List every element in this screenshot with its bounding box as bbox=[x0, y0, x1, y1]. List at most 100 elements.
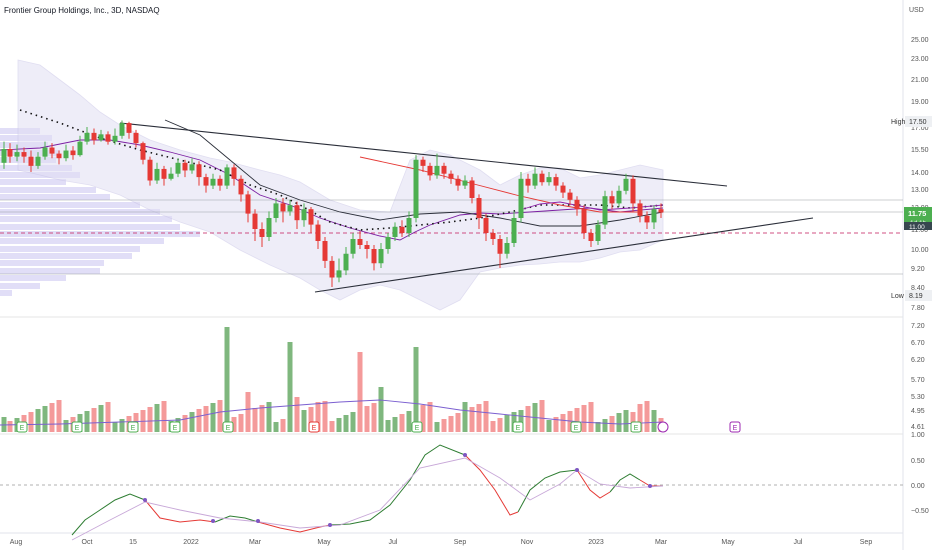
time-tick-label: Jul bbox=[389, 539, 398, 546]
volume-profile-bar bbox=[0, 238, 164, 244]
volume-bar-up bbox=[112, 422, 118, 432]
sma-line bbox=[164, 119, 664, 227]
candle-down bbox=[364, 245, 370, 249]
volume-profile-bar bbox=[0, 194, 110, 200]
candle-up bbox=[462, 180, 468, 186]
candle-down bbox=[252, 213, 258, 229]
lower-trendline bbox=[314, 217, 814, 293]
candle-down bbox=[49, 147, 55, 154]
time-tick-label: 2023 bbox=[588, 539, 604, 546]
earnings-marker-label: E bbox=[226, 425, 231, 432]
time-tick-label: Sep bbox=[860, 539, 873, 546]
volume-bar-down bbox=[497, 418, 503, 432]
earnings-marker-label: E bbox=[173, 425, 178, 432]
high-label: High bbox=[891, 119, 906, 126]
volume-bar-up bbox=[336, 418, 342, 432]
volume-bar-down bbox=[161, 401, 167, 432]
ema-line bbox=[0, 139, 664, 241]
volume-profile-bar bbox=[0, 268, 100, 274]
candle-up bbox=[35, 156, 41, 166]
candle-down bbox=[609, 196, 615, 204]
candle-down bbox=[147, 159, 153, 181]
volume-bar-down bbox=[574, 408, 580, 432]
volume-bar-down bbox=[147, 407, 153, 432]
volume-bar-down bbox=[455, 413, 461, 432]
volume-bar-down bbox=[329, 421, 335, 432]
volume-bar-down bbox=[294, 397, 300, 432]
time-tick-label: Oct bbox=[82, 539, 93, 546]
candle-up bbox=[518, 178, 524, 218]
high-value: 17.50 bbox=[909, 119, 927, 126]
candle-down bbox=[56, 153, 62, 159]
candle-down bbox=[105, 134, 111, 142]
volume-bar-up bbox=[287, 342, 293, 432]
osc-tick-label: 1.00 bbox=[911, 432, 925, 439]
candle-down bbox=[630, 178, 636, 204]
osc-cross-dot bbox=[211, 519, 215, 523]
osc-cross-dot bbox=[463, 453, 467, 457]
volume-tick-label: 5.70 bbox=[911, 377, 925, 384]
candle-up bbox=[406, 218, 412, 233]
volume-bar-up bbox=[63, 420, 69, 432]
hidden-price-badge bbox=[904, 222, 932, 230]
candle-up bbox=[616, 190, 622, 204]
candle-down bbox=[294, 205, 300, 221]
volume-tick-label: 4.61 bbox=[911, 424, 925, 431]
osc-line-red bbox=[144, 499, 216, 523]
volume-bar-up bbox=[392, 417, 398, 432]
candle-up bbox=[392, 226, 398, 237]
price-tick-label: 10.00 bbox=[911, 247, 929, 254]
volume-bar-down bbox=[252, 408, 258, 432]
candle-up bbox=[434, 165, 440, 176]
candle-down bbox=[371, 249, 377, 264]
volume-tick-label: 4.95 bbox=[911, 408, 925, 415]
price-tick-label: 21.00 bbox=[911, 77, 929, 84]
candle-up bbox=[385, 237, 391, 249]
earnings-marker-label: E bbox=[20, 425, 25, 432]
price-tick-label: 17.00 bbox=[911, 125, 929, 132]
candle-up bbox=[623, 178, 629, 191]
volume-bar-down bbox=[49, 403, 55, 432]
candle-down bbox=[7, 149, 13, 157]
volume-bar-up bbox=[378, 387, 384, 432]
volume-profile-bar bbox=[0, 275, 66, 281]
candle-down bbox=[539, 173, 545, 183]
volume-bar-up bbox=[413, 347, 419, 432]
volume-bar-down bbox=[560, 414, 566, 432]
volume-bar-down bbox=[469, 407, 475, 432]
earnings-marker bbox=[570, 421, 582, 433]
volume-bar-down bbox=[7, 421, 13, 432]
candle-up bbox=[287, 205, 293, 212]
candle-down bbox=[91, 132, 97, 141]
candle-up bbox=[532, 173, 538, 186]
volume-profile-bar bbox=[0, 216, 172, 222]
volume-bar-up bbox=[210, 403, 216, 432]
candle-up bbox=[343, 253, 349, 271]
volume-bar-up bbox=[623, 410, 629, 432]
candle-up bbox=[210, 178, 216, 186]
candle-up bbox=[77, 141, 83, 156]
dividend-marker bbox=[657, 421, 669, 433]
time-tick-label: May bbox=[317, 539, 331, 546]
low-value: 8.19 bbox=[909, 293, 923, 300]
candle-up bbox=[266, 218, 272, 237]
volume-bar-up bbox=[462, 402, 468, 432]
candle-up bbox=[546, 177, 552, 183]
candle-down bbox=[231, 167, 237, 179]
candle-up bbox=[154, 168, 160, 181]
chart-title: Frontier Group Holdings, Inc., 3D, NASDA… bbox=[4, 6, 160, 15]
earnings-marker-label: E bbox=[312, 425, 317, 432]
volume-bar-down bbox=[56, 400, 62, 432]
volume-profile-bar bbox=[0, 231, 200, 237]
osc-cross-dot bbox=[575, 468, 579, 472]
volume-bar-down bbox=[448, 416, 454, 432]
volume-bar-down bbox=[364, 406, 370, 432]
volume-bar-down bbox=[588, 402, 594, 432]
osc-line-green bbox=[71, 493, 146, 536]
candle-up bbox=[511, 218, 517, 243]
candle-down bbox=[315, 224, 321, 241]
volume-bar-up bbox=[504, 415, 510, 432]
volume-bar-up bbox=[406, 411, 412, 432]
volume-profile-bar bbox=[0, 202, 140, 208]
